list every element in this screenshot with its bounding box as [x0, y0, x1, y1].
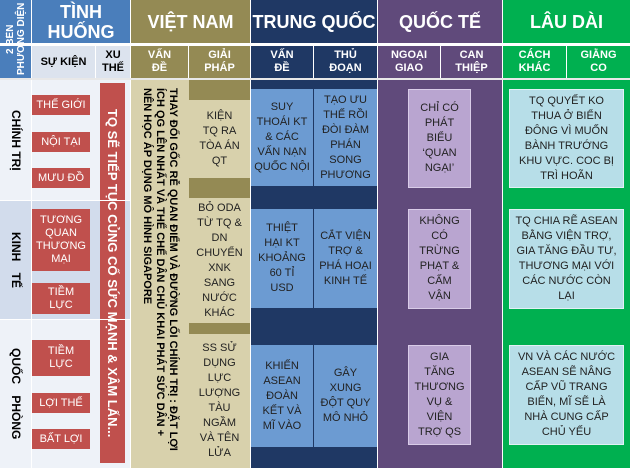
row-label-politics: CHÍNH TRỊ [0, 80, 31, 200]
cn-issue-economy: THIỆT HẠI KT KHOẢNG 60 TỈ USD [251, 209, 313, 308]
long-term-defense: VN VÀ CÁC NƯỚC ASEAN SẼ NÂNG CẤP VŨ TRAN… [509, 345, 624, 445]
china-header: TRUNG QUỐC [251, 0, 377, 43]
row-divider [0, 78, 630, 80]
international-defense: GIA TĂNG THƯƠNG VỤ & VIỆN TRỢ QS [408, 345, 471, 445]
event-box: BẤT LỢI [32, 429, 90, 449]
vn-column-bg [131, 78, 250, 468]
sub-intervention: CAN THIỆP [441, 46, 502, 78]
sub-event: SỰ KIỆN [32, 46, 95, 78]
vn-solution-politics: KIỆN TQ RA TÒA ÁN QT [199, 110, 240, 167]
aspect-header-label: PHƯƠNG DIỆN 2 BÊN [4, 2, 27, 76]
row-label-economy: KINH TẾ [0, 201, 31, 319]
event-box: MƯU ĐỒ [32, 168, 90, 188]
aspect-header: PHƯƠNG DIỆN 2 BÊN [0, 0, 31, 78]
international-politics: CHỈ CÓ PHÁT BIỂU ‘QUAN NGẠI’ [408, 89, 471, 188]
event-box: TIỀM LỰC [32, 283, 90, 314]
row-label-text: CHÍNH TRỊ [9, 109, 23, 171]
international-header: QUỐC TẾ [378, 0, 502, 43]
cn-issue-defense: KHIẾN ASEAN ĐOÀN KẾT VÀ MĨ VÀO [251, 345, 313, 447]
trend-box: TQ SẼ TIẾP TỤC CỦNG CỐ SỨC MẠNH & XÂM LẤ… [100, 83, 125, 463]
vn-solution-economy: BỎ ODA TỪ TQ & DN CHUYỂN XNK SANG NƯỚC K… [196, 201, 243, 319]
event-box: THẾ GIỚI [32, 95, 90, 115]
row-label-text: QUỐC PHÒNG [9, 348, 23, 440]
event-box: LỢI THẾ [32, 393, 90, 413]
sub-cn-tactic: THỦ ĐOẠN [314, 46, 377, 78]
cn-tactic-defense: GÂY XUNG ĐỘT QUY MÔ NHỎ [314, 345, 377, 447]
sub-diplomacy: NGOẠI GIAO [378, 46, 440, 78]
sub-vn-issue: VẤN ĐỀ [131, 46, 188, 78]
header-divider [0, 43, 630, 46]
long-term-politics: TQ QUYẾT KO THUA Ở BIỂN ĐÔNG VÌ MUỐN BÀN… [509, 89, 624, 188]
row-divider [0, 319, 131, 320]
cn-tactic-politics: TẠO ƯU THẾ RỒI ĐÒI ĐÀM PHÁN SONG PHƯƠNG [314, 89, 377, 186]
row-label-defense: QUỐC PHÒNG [0, 320, 31, 468]
long-term-economy: TQ CHIA RẼ ASEAN BẰNG VIỆN TRỢ, GIA TĂNG… [509, 209, 624, 309]
row-label-text: KINH TẾ [9, 232, 23, 288]
vn-solution-defense: SS SỬ DỤNG LỰC LƯỢNG TÀU NGẦM VÀ TÊN LỬA [198, 342, 241, 459]
sub-standoff: GIẰNG CO [567, 46, 630, 78]
vn-issue-text: THAY ĐỔI GỐC RỄ QUAN ĐIỂM VÀ ĐƯỜNG LỐI C… [141, 88, 179, 451]
cn-tactic-economy: CẮT VIỆN TRỢ & PHÁ HOẠI KINH TẾ [314, 209, 377, 308]
trend-text: TQ SẼ TIẾP TỤC CỦNG CỐ SỨC MẠNH & XÂM LẤ… [105, 108, 120, 438]
olive-band [189, 178, 250, 198]
sub-cn-issue: VẤN ĐỀ [251, 46, 313, 78]
vietnam-header: VIỆT NAM [131, 0, 250, 43]
situation-header: TÌNH HUỐNG [32, 0, 130, 43]
row-divider [0, 200, 131, 201]
olive-band [189, 323, 250, 334]
sub-vn-solution: GIẢI PHÁP [189, 46, 250, 78]
event-box: TƯƠNG QUAN THƯƠNG MẠI [32, 209, 90, 271]
event-box: NỘI TẠI [32, 132, 90, 152]
international-economy: KHÔNG CÓ TRỪNG PHẠT & CẤM VẬN [408, 209, 471, 309]
divider [31, 80, 32, 468]
sub-trend: XU THẾ [96, 46, 130, 78]
long-term-header: LÂU DÀI [503, 0, 630, 43]
sub-other-way: CÁCH KHÁC [503, 46, 566, 78]
olive-band [189, 80, 250, 100]
event-box: TIỀM LỰC [32, 340, 90, 376]
vn-issue-box: THAY ĐỔI GỐC RỄ QUAN ĐIỂM VÀ ĐƯỜNG LỐI C… [131, 80, 188, 466]
cn-issue-politics: SUY THOÁI KT & CÁC VẤN NẠN QUỐC NỘI [251, 89, 313, 186]
